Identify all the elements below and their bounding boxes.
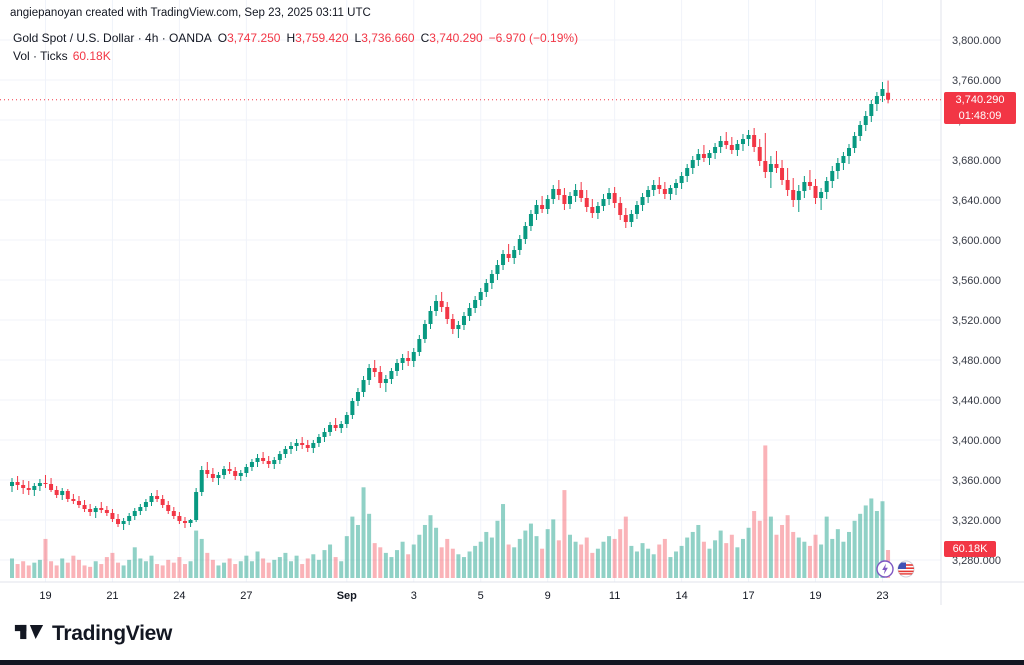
chart-action-buttons: [876, 560, 915, 583]
svg-text:3,600.000: 3,600.000: [952, 235, 1001, 247]
svg-text:3: 3: [411, 590, 417, 602]
svg-text:3,800.000: 3,800.000: [952, 35, 1001, 47]
svg-text:19: 19: [39, 590, 51, 602]
high-label: H: [286, 31, 296, 45]
candlestick-chart-canvas[interactable]: 3,800.0003,760.0003,720.0003,680.0003,64…: [0, 0, 1024, 608]
volume-legend: Vol · Ticks 60.18K: [13, 49, 111, 63]
svg-text:11: 11: [609, 590, 620, 602]
svg-text:24: 24: [173, 590, 185, 602]
close-label: C: [420, 31, 430, 45]
svg-text:19: 19: [809, 590, 821, 602]
change-value: −6.970 (−0.19%): [488, 31, 579, 45]
svg-text:14: 14: [675, 590, 687, 602]
svg-text:3,680.000: 3,680.000: [952, 155, 1001, 167]
svg-text:17: 17: [742, 590, 754, 602]
attribution-text: angiepanoyan created with TradingView.co…: [10, 7, 371, 19]
bottom-window-strip: [0, 660, 1024, 665]
svg-text:23: 23: [876, 590, 888, 602]
svg-text:3,760.000: 3,760.000: [952, 75, 1001, 87]
tradingview-logo-text[interactable]: TradingView: [52, 622, 173, 645]
volume-badge: 60.18K: [944, 541, 996, 557]
high-value: 3,759.420: [295, 31, 349, 45]
last-price-label: 3,740.290: [955, 93, 1005, 106]
open-label: O: [217, 31, 228, 45]
low-label: L: [354, 31, 362, 45]
price-badge: 3,740.290 01:48:09: [944, 91, 1016, 124]
symbol-title[interactable]: Gold Spot / U.S. Dollar · 4h · OANDA: [13, 31, 212, 45]
tradingview-logo-icon[interactable]: [14, 618, 44, 651]
svg-text:3,280.000: 3,280.000: [952, 555, 1001, 567]
boost-lightning-icon[interactable]: [876, 560, 894, 583]
open-value: 3,747.250: [227, 31, 281, 45]
us-flag-icon[interactable]: [897, 560, 915, 583]
svg-text:21: 21: [106, 590, 118, 602]
bar-countdown: 01:48:09: [958, 109, 1002, 122]
svg-text:Sep: Sep: [337, 590, 357, 602]
svg-text:3,320.000: 3,320.000: [952, 515, 1001, 527]
volume-label[interactable]: Vol · Ticks: [13, 49, 68, 63]
svg-text:3,480.000: 3,480.000: [952, 355, 1001, 367]
svg-text:3,440.000: 3,440.000: [952, 395, 1001, 407]
svg-text:3,520.000: 3,520.000: [952, 315, 1001, 327]
chart-area[interactable]: 3,800.0003,760.0003,720.0003,680.0003,64…: [0, 0, 1024, 608]
svg-text:3,640.000: 3,640.000: [952, 195, 1001, 207]
chart-legend: Gold Spot / U.S. Dollar · 4h · OANDA O3,7…: [13, 31, 578, 45]
svg-text:3,400.000: 3,400.000: [952, 435, 1001, 447]
svg-text:3,360.000: 3,360.000: [952, 475, 1001, 487]
low-value: 3,736.660: [361, 31, 415, 45]
svg-text:27: 27: [240, 590, 252, 602]
svg-text:3,560.000: 3,560.000: [952, 275, 1001, 287]
svg-text:9: 9: [545, 590, 551, 602]
close-value: 3,740.290: [429, 31, 483, 45]
svg-text:5: 5: [478, 590, 484, 602]
volume-value: 60.18K: [72, 49, 111, 63]
footer: TradingView: [0, 608, 1024, 660]
